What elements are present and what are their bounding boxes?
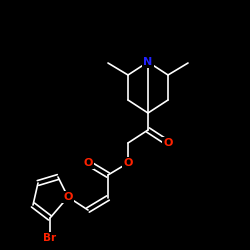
Text: Br: Br: [44, 233, 57, 243]
Text: O: O: [63, 192, 73, 202]
Text: O: O: [163, 138, 173, 148]
Text: O: O: [123, 158, 133, 168]
Text: N: N: [144, 57, 152, 67]
Text: O: O: [83, 158, 93, 168]
